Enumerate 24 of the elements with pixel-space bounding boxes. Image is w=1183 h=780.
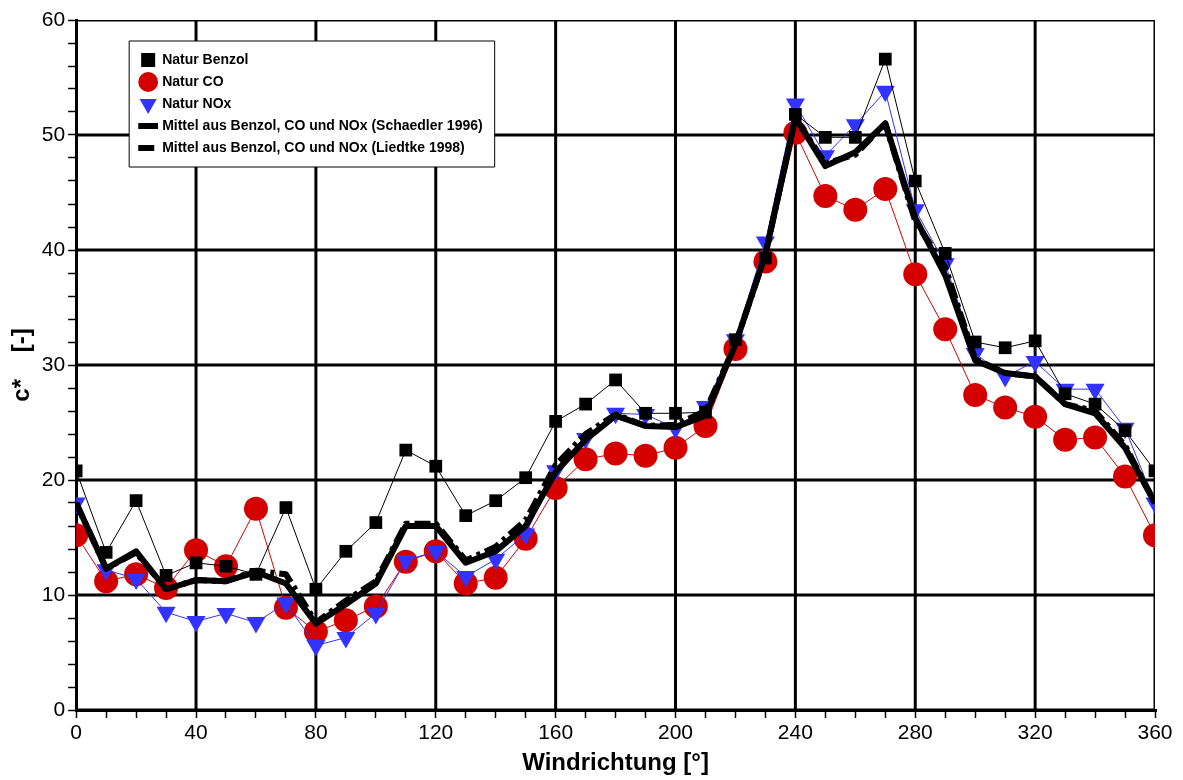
x-tick-label: 280 bbox=[897, 720, 933, 744]
y-tick-label: 0 bbox=[53, 696, 66, 720]
legend-label: Natur CO bbox=[162, 72, 224, 89]
x-tick-label: 40 bbox=[184, 720, 208, 744]
x-tick-label: 160 bbox=[538, 720, 574, 744]
y-tick-label: 10 bbox=[41, 581, 66, 605]
y-axis-title: c* [-] bbox=[7, 328, 35, 402]
legend-label: Mittel aus Benzol, CO und NOx (Schaedler 1996) bbox=[162, 116, 483, 133]
x-tick-label: 360 bbox=[1137, 720, 1173, 744]
y-tick-label: 60 bbox=[41, 6, 66, 30]
y-tick-label: 30 bbox=[41, 351, 66, 375]
x-tick-label: 200 bbox=[657, 720, 694, 744]
y-tick-label: 40 bbox=[41, 236, 66, 260]
x-axis-title: Windrichtung [°] bbox=[522, 748, 709, 776]
x-tick-label: 120 bbox=[418, 720, 454, 744]
y-tick-label: 50 bbox=[41, 121, 66, 145]
legend-label: Mittel aus Benzol, CO und NOx (Liedtke 1998) bbox=[162, 138, 465, 155]
x-tick-label: 80 bbox=[304, 720, 328, 744]
legend-label: Natur Benzol bbox=[162, 50, 249, 67]
y-tick-label: 20 bbox=[41, 466, 66, 490]
x-tick-label: 320 bbox=[1017, 720, 1053, 744]
legend-label: Natur NOx bbox=[162, 94, 232, 111]
x-tick-label: 240 bbox=[777, 720, 813, 744]
x-tick-label: 0 bbox=[70, 720, 82, 744]
